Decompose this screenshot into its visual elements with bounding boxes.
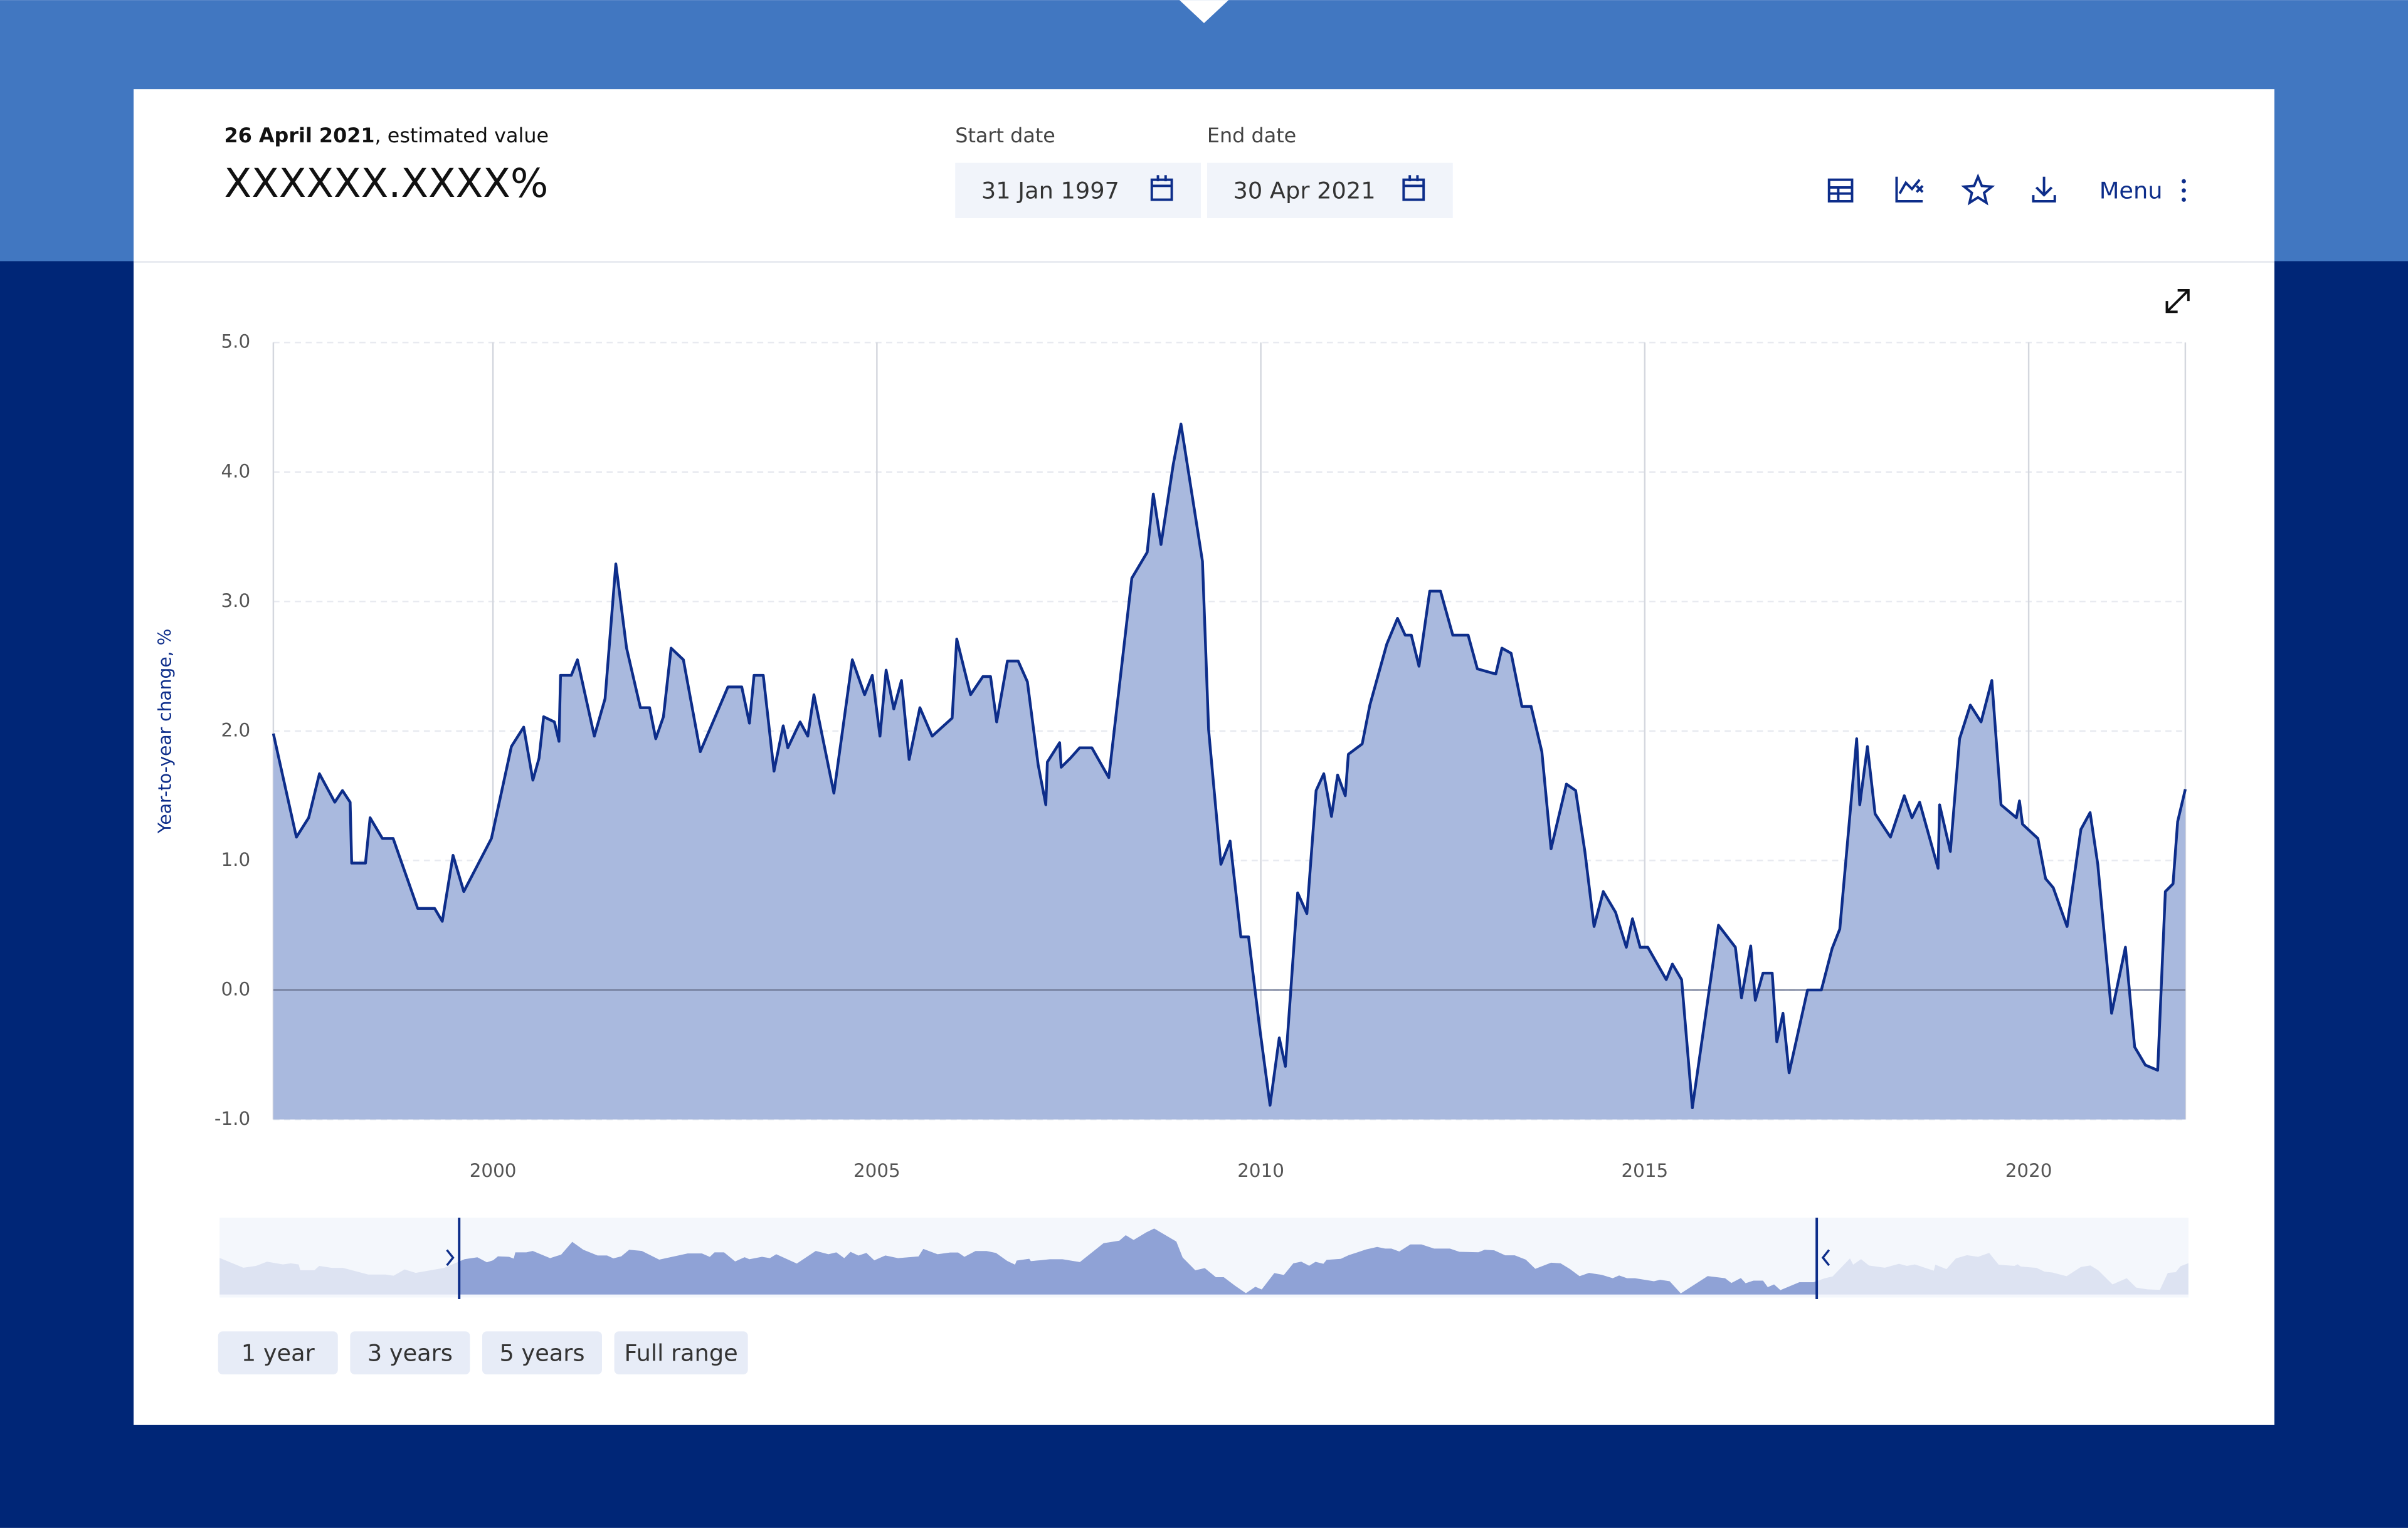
calendar-icon[interactable] <box>1402 175 1425 201</box>
y-tick-label: 5.0 <box>221 331 250 352</box>
calendar-icon[interactable] <box>1150 175 1173 201</box>
y-tick-label: 2.0 <box>221 719 250 740</box>
menu-dots[interactable] <box>2182 179 2186 202</box>
estimate-suffix: , estimated value <box>375 124 549 147</box>
y-tick-label: 3.0 <box>221 590 250 611</box>
end-label: End date <box>1207 124 1296 147</box>
menu-button[interactable]: Menu <box>2099 177 2163 204</box>
range-button[interactable] <box>482 1331 602 1374</box>
navigator-area-selected <box>459 1228 1817 1295</box>
range-button[interactable] <box>614 1331 748 1374</box>
area-fill <box>273 424 2185 1120</box>
estimate-line: 26 April 2021, estimated value <box>224 124 549 147</box>
download-icon[interactable] <box>2032 176 2056 203</box>
area-line <box>272 423 2187 1110</box>
range-button-label: Full range <box>625 1340 738 1367</box>
pointer <box>1179 0 1229 23</box>
range-button-label: 5 years <box>499 1340 584 1367</box>
y-tick-label: 4.0 <box>221 460 250 482</box>
y-tick-label: -1.0 <box>214 1108 250 1129</box>
estimate-date: 26 April 2021 <box>224 124 375 147</box>
start-value: 31 Jan 1997 <box>981 177 1119 204</box>
end-value: 30 Apr 2021 <box>1233 177 1376 204</box>
end-input[interactable] <box>1207 162 1453 218</box>
y-tick-label: 1.0 <box>221 849 250 870</box>
table-icon[interactable] <box>1827 178 1854 203</box>
expand-icon[interactable] <box>2165 289 2190 314</box>
x-tick-label: 2000 <box>470 1160 517 1181</box>
range-button[interactable] <box>350 1331 470 1374</box>
x-tick-label: 2020 <box>2005 1160 2052 1181</box>
range-buttons: 1 year 3 years 5 years Full range <box>218 1331 748 1374</box>
x-tick-label: 2015 <box>1621 1160 1668 1181</box>
range-button-label: 1 year <box>241 1340 315 1367</box>
estimate-value: XXXXXX.XXXX% <box>224 161 549 207</box>
handle-arrow <box>1821 1249 1830 1267</box>
range-button-label: 3 years <box>367 1340 453 1367</box>
x-tick-label: 2010 <box>1237 1160 1284 1181</box>
range-button[interactable] <box>218 1331 338 1374</box>
start-input[interactable] <box>955 162 1201 218</box>
start-label: Start date <box>955 124 1055 147</box>
x-tick-label: 2005 <box>853 1160 900 1181</box>
handle-arrow <box>446 1249 455 1267</box>
y-tick-label: 0.0 <box>221 978 250 999</box>
y-axis-label: Year-to-year change, % <box>154 629 175 834</box>
star-icon[interactable] <box>1961 173 1995 206</box>
chart-icon[interactable] <box>1895 176 1924 203</box>
